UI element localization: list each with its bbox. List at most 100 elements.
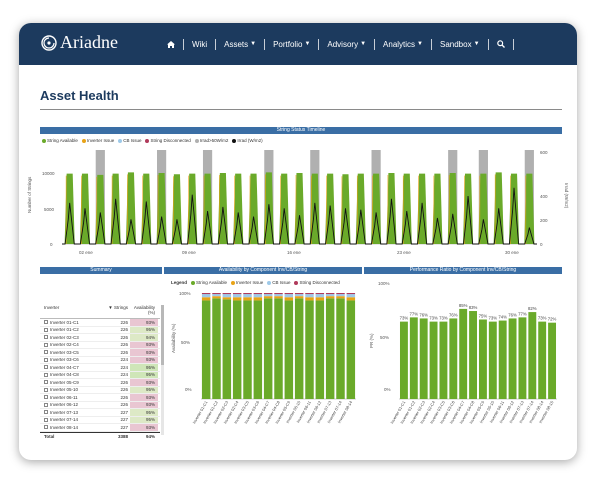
bar-segment-string-disconnected[interactable] (294, 293, 304, 295)
table-row[interactable]: Inverter 03-C6 224 93% (40, 356, 160, 364)
bar-segment-inverter-issue[interactable] (274, 296, 283, 299)
bar-segment-string-disconnected[interactable] (232, 293, 242, 295)
nav-item-analytics[interactable]: Analytics ▼ (383, 39, 423, 49)
bar-segment-cb-issue[interactable] (284, 294, 294, 298)
legend-item[interactable]: CB Issue (118, 138, 141, 143)
pr-bar[interactable] (409, 317, 418, 399)
bar-segment-string-available[interactable] (232, 300, 242, 399)
bar-segment-inverter-issue[interactable] (294, 296, 304, 299)
bar-segment-string-available[interactable] (253, 300, 263, 399)
bar-segment-cb-issue[interactable] (222, 294, 232, 298)
bar-segment-string-available[interactable] (274, 298, 283, 399)
scrollbar-thumb[interactable] (161, 305, 164, 365)
bar-segment-string-disconnected[interactable] (336, 293, 345, 295)
bar-segment-string-disconnected[interactable] (263, 293, 273, 295)
bar-segment-string-available[interactable] (305, 300, 314, 399)
bar-segment-string-disconnected[interactable] (222, 293, 232, 295)
bar-segment-inverter-issue[interactable] (232, 297, 242, 301)
table-row[interactable]: Inverter 08-14 227 93% (40, 424, 160, 432)
pr-bar[interactable] (449, 318, 458, 399)
expand-icon[interactable] (44, 387, 48, 392)
bar-segment-string-disconnected[interactable] (305, 293, 314, 295)
bar-segment-cb-issue[interactable] (325, 294, 335, 297)
bar-segment-string-available[interactable] (315, 300, 325, 399)
pr-bar[interactable] (518, 317, 527, 399)
legend-item[interactable]: CB Issue (267, 280, 290, 285)
bar-segment-string-available[interactable] (284, 300, 294, 399)
bar-segment-inverter-issue[interactable] (243, 297, 252, 301)
nav-item-sandbox[interactable]: Sandbox ▼ (440, 39, 480, 49)
expand-icon[interactable] (44, 357, 48, 362)
table-row[interactable]: Inverter 05-10 226 95% (40, 386, 160, 394)
pr-bar[interactable] (508, 318, 517, 399)
bar-segment-string-disconnected[interactable] (315, 293, 325, 295)
table-row[interactable]: Inverter 04-C7 224 95% (40, 364, 160, 372)
expand-icon[interactable] (44, 417, 48, 422)
legend-item[interactable]: String Disconnected (294, 280, 340, 285)
expand-icon[interactable] (44, 425, 48, 430)
table-row[interactable]: Inverter 04-C8 224 95% (40, 371, 160, 379)
bar-segment-inverter-issue[interactable] (284, 297, 294, 301)
pr-bar[interactable] (429, 321, 438, 399)
table-row[interactable]: Inverter 06-11 226 93% (40, 394, 160, 402)
pr-bar[interactable] (399, 321, 408, 399)
pr-bar[interactable] (488, 321, 497, 399)
home-icon[interactable] (159, 40, 183, 48)
bar-segment-string-available[interactable] (294, 298, 304, 399)
nav-item-wiki[interactable]: Wiki (192, 39, 208, 49)
bar-segment-inverter-issue[interactable] (336, 296, 345, 299)
bar-segment-string-available[interactable] (325, 298, 335, 399)
legend-item[interactable]: String Available (42, 138, 78, 143)
bar-segment-string-disconnected[interactable] (274, 293, 283, 295)
bar-segment-string-available[interactable] (201, 300, 211, 399)
bar-segment-inverter-issue[interactable] (253, 297, 263, 301)
bar-segment-inverter-issue[interactable] (201, 297, 211, 301)
expand-icon[interactable] (44, 327, 48, 332)
nav-item-advisory[interactable]: Advisory ▼ (327, 39, 367, 49)
table-row[interactable]: Inverter 03-C5 226 93% (40, 349, 160, 357)
bar-segment-string-disconnected[interactable] (243, 293, 252, 295)
bar-segment-string-disconnected[interactable] (212, 293, 221, 295)
bar-segment-cb-issue[interactable] (232, 294, 242, 298)
timeline-chart[interactable] (62, 148, 537, 248)
bar-segment-cb-issue[interactable] (346, 294, 356, 298)
bar-segment-cb-issue[interactable] (336, 294, 345, 297)
bar-segment-cb-issue[interactable] (315, 294, 325, 298)
bar-segment-string-available[interactable] (243, 300, 252, 399)
expand-icon[interactable] (44, 335, 48, 340)
expand-icon[interactable] (44, 410, 48, 415)
bar-segment-inverter-issue[interactable] (222, 297, 232, 300)
expand-icon[interactable] (44, 380, 48, 385)
bar-segment-inverter-issue[interactable] (263, 296, 273, 299)
legend-item[interactable]: String Available (191, 280, 227, 285)
col-header-inverter[interactable]: Inverter (44, 305, 60, 310)
bar-segment-inverter-issue[interactable] (212, 296, 221, 299)
bar-segment-cb-issue[interactable] (274, 294, 283, 297)
pr-bar[interactable] (548, 322, 557, 399)
logo[interactable]: Ariadne (41, 32, 118, 53)
bar-segment-cb-issue[interactable] (263, 294, 273, 297)
bar-segment-string-disconnected[interactable] (346, 293, 356, 295)
bar-segment-cb-issue[interactable] (243, 294, 252, 298)
table-row[interactable]: Inverter 07-13 227 95% (40, 409, 160, 417)
table-row[interactable]: Inverter 01-C2 226 95% (40, 326, 160, 334)
pr-bar[interactable] (498, 320, 507, 399)
bar-segment-inverter-issue[interactable] (325, 296, 335, 299)
nav-item-portfolio[interactable]: Portfolio ▼ (273, 39, 311, 49)
bar-segment-string-available[interactable] (346, 300, 356, 399)
col-header-availability[interactable]: Availability (%) (133, 305, 155, 315)
table-scrollbar[interactable] (161, 305, 164, 435)
bar-segment-string-available[interactable] (336, 298, 345, 399)
expand-icon[interactable] (44, 365, 48, 370)
pr-bar[interactable] (419, 318, 428, 399)
legend-item[interactable]: Inverter Issue (230, 280, 263, 285)
bar-segment-inverter-issue[interactable] (305, 297, 314, 301)
legend-item[interactable]: String Disconnected (145, 138, 191, 143)
table-row[interactable]: Inverter 06-12 226 93% (40, 401, 160, 409)
expand-icon[interactable] (44, 320, 48, 325)
bar-segment-cb-issue[interactable] (294, 294, 304, 297)
bar-segment-string-available[interactable] (263, 298, 273, 399)
bar-segment-cb-issue[interactable] (201, 294, 211, 298)
